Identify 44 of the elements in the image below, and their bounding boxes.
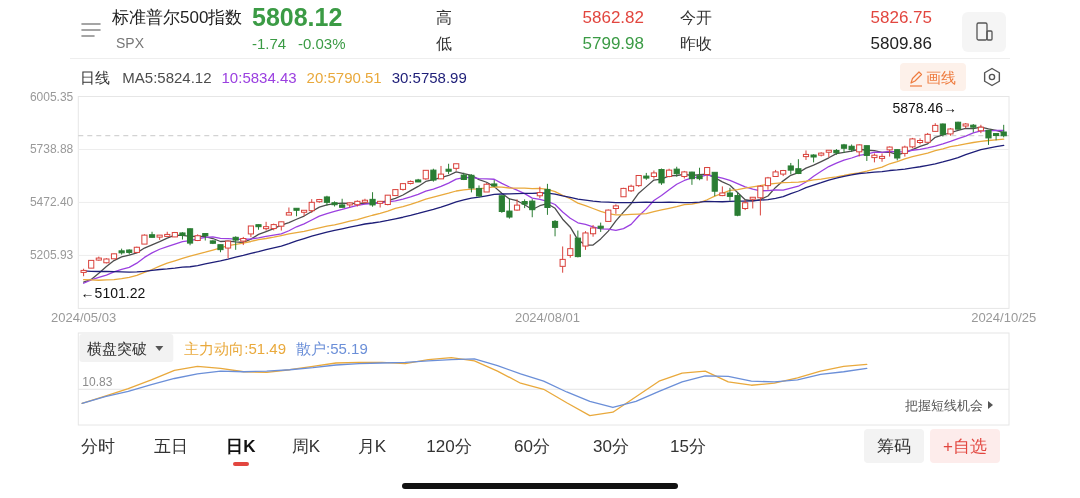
button-label: +自选 <box>943 436 987 456</box>
legend-item: 30:5758.99 <box>391 68 467 86</box>
legend-item: 主力动向:51.49 <box>184 339 286 357</box>
card-text: 5809.86 <box>870 33 932 53</box>
tab-label: 60分 <box>514 436 550 456</box>
tab-label: 日K <box>226 436 256 456</box>
card-text: 5862.82 <box>582 7 644 27</box>
button-label: 筹码 <box>877 436 911 456</box>
card-text: 5799.98 <box>582 33 644 53</box>
tab-label: 30分 <box>593 436 629 456</box>
tab-label: 五日 <box>154 436 188 456</box>
y-tick-label: 5205.93 <box>29 248 74 263</box>
tab-label: 15分 <box>670 436 706 456</box>
legend-item: 散户:55.19 <box>296 339 368 357</box>
card-text: -1.74 <box>252 34 287 52</box>
y-tick-label: 5472.40 <box>29 195 74 210</box>
tab-label: 120分 <box>426 436 472 456</box>
card-text: 5826.75 <box>870 7 932 27</box>
legend-item: 20:5790.51 <box>306 68 382 86</box>
card-text: 5808.12 <box>252 3 343 31</box>
card-text: 低 <box>436 34 452 52</box>
card-text: -0.03% <box>298 34 346 52</box>
x-tick-label: 2024/05/03 <box>51 309 117 325</box>
tab-label: 月K <box>357 436 387 456</box>
y-tick-label: 5738.88 <box>29 142 74 157</box>
x-tick-label: 2024/10/25 <box>971 309 1037 325</box>
y-tick-label: 6005.35 <box>29 89 74 104</box>
tab-label: 周K <box>291 436 321 456</box>
button-label: 画线 <box>926 68 956 86</box>
card-text: SPX <box>116 35 144 51</box>
annotation: ←5101.22 <box>80 285 146 302</box>
card-text: 标准普尔500指数 <box>112 7 243 27</box>
card-text: 今开 <box>680 8 712 26</box>
legend-item: MA5:5824.12 <box>122 68 212 86</box>
card-text: 高 <box>436 8 452 26</box>
button-label: 横盘突破 <box>87 339 148 357</box>
legend-item: 10:5834.43 <box>221 68 297 86</box>
title: 日线 <box>80 68 111 86</box>
card-text: 昨收 <box>680 34 712 52</box>
annotation: 10.83 <box>82 375 113 390</box>
note: 把握短线机会 <box>905 397 983 413</box>
tab-label: 分时 <box>81 436 115 456</box>
annotation: 5878.46→ <box>892 99 958 116</box>
x-tick-label: 2024/08/01 <box>514 309 580 325</box>
